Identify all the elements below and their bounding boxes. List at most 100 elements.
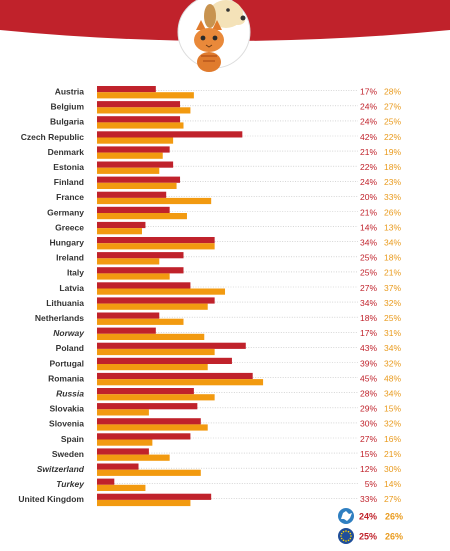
bar-series-1 — [97, 463, 139, 470]
chart-row: Sweden 15% 21% — [52, 448, 401, 461]
bar-series-1 — [97, 403, 198, 410]
data-label-series-2: 33% — [384, 192, 401, 202]
bar-series-2 — [97, 258, 160, 265]
category-label: Slovenia — [49, 419, 84, 429]
data-label-series-2: 37% — [384, 283, 401, 293]
summary-value-series-2: 26% — [385, 532, 403, 542]
summary-row: 24% 26% — [338, 508, 403, 524]
data-label-series-1: 17% — [360, 328, 377, 338]
bar-series-1 — [97, 221, 146, 229]
bar-series-1 — [97, 161, 174, 168]
chart-row: Hungary 34% 34% — [50, 237, 401, 250]
bar-series-2 — [97, 122, 184, 129]
chart-row: Norway 17% 31% — [53, 327, 401, 340]
category-label: Czech Republic — [21, 132, 85, 142]
data-label-series-2: 31% — [384, 328, 401, 338]
category-label: United Kingdom — [18, 494, 84, 504]
data-label-series-1: 39% — [360, 358, 377, 368]
dog-and-cat-icon — [177, 0, 251, 72]
data-label-series-1: 5% — [365, 479, 378, 489]
category-label: Austria — [55, 87, 85, 97]
data-label-series-2: 32% — [384, 419, 401, 429]
category-label: Estonia — [53, 162, 84, 172]
data-label-series-2: 23% — [384, 177, 401, 187]
chart-row: Germany 21% 26% — [47, 206, 401, 220]
chart-row: Belgium 24% 27% — [50, 101, 401, 114]
data-label-series-1: 45% — [360, 373, 377, 383]
bar-series-1 — [97, 357, 232, 364]
bar-series-1 — [97, 388, 194, 395]
data-label-series-1: 30% — [360, 419, 377, 429]
category-label: Hungary — [50, 238, 85, 248]
bar-series-1 — [97, 448, 149, 455]
chart-row: Turkey 5% 14% — [56, 478, 401, 491]
bar-series-2 — [97, 213, 187, 220]
bar-series-2 — [97, 182, 177, 189]
data-label-series-1: 24% — [360, 177, 377, 187]
bar-series-1 — [97, 252, 184, 259]
category-label: Poland — [56, 343, 84, 353]
chart-row: France 20% 33% — [56, 191, 401, 205]
bar-series-1 — [97, 312, 160, 319]
bar-series-2 — [97, 469, 201, 476]
data-label-series-1: 33% — [360, 494, 377, 504]
bar-series-1 — [97, 191, 167, 198]
bar-series-2 — [97, 364, 208, 371]
category-label: Spain — [61, 434, 84, 444]
bar-series-1 — [97, 101, 181, 108]
category-label: Germany — [47, 207, 84, 217]
data-label-series-1: 20% — [360, 192, 377, 202]
category-label: France — [56, 192, 84, 202]
chart-row: Romania 45% 48% — [48, 372, 401, 386]
chart-row: Austria 17% 28% — [55, 86, 401, 99]
bar-series-2 — [97, 484, 146, 491]
data-label-series-1: 12% — [360, 464, 377, 474]
data-label-series-2: 48% — [384, 373, 401, 383]
bar-series-2 — [97, 243, 215, 250]
data-label-series-2: 34% — [384, 343, 401, 353]
bar-series-1 — [97, 267, 184, 274]
data-label-series-1: 25% — [360, 268, 377, 278]
data-label-series-2: 27% — [384, 494, 401, 504]
bar-series-2 — [97, 197, 212, 205]
category-label: Ireland — [56, 253, 84, 263]
data-label-series-2: 34% — [384, 238, 401, 248]
bar-series-1 — [97, 327, 156, 334]
data-label-series-2: 21% — [384, 268, 401, 278]
chart-row: Lithuania 34% 32% — [46, 297, 401, 310]
category-label: Latvia — [59, 283, 84, 293]
data-label-series-2: 25% — [384, 117, 401, 127]
data-label-series-1: 22% — [360, 162, 377, 172]
data-label-series-1: 27% — [360, 283, 377, 293]
bar-series-2 — [97, 454, 170, 461]
data-label-series-2: 27% — [384, 102, 401, 112]
data-label-series-1: 21% — [360, 147, 377, 157]
bar-series-1 — [97, 478, 115, 485]
data-label-series-1: 43% — [360, 343, 377, 353]
bar-series-1 — [97, 131, 243, 138]
chart-row: Slovakia 29% 15% — [50, 403, 401, 416]
bar-series-2 — [97, 107, 191, 114]
bar-series-2 — [97, 273, 170, 280]
bar-series-2 — [97, 409, 149, 416]
data-label-series-1: 34% — [360, 238, 377, 248]
bar-series-1 — [97, 342, 246, 349]
data-label-series-2: 18% — [384, 162, 401, 172]
category-label: Lithuania — [46, 298, 84, 308]
category-label: Finland — [54, 177, 84, 187]
bar-series-2 — [97, 439, 153, 446]
data-label-series-1: 24% — [360, 117, 377, 127]
data-label-series-2: 32% — [384, 358, 401, 368]
data-label-series-2: 21% — [384, 449, 401, 459]
data-label-series-2: 32% — [384, 298, 401, 308]
data-label-series-2: 28% — [384, 87, 401, 97]
bar-series-2 — [97, 394, 215, 401]
data-label-series-1: 28% — [360, 389, 377, 399]
chart-row: Denmark 21% 19% — [48, 146, 401, 159]
chart-row: Poland 43% 34% — [56, 342, 401, 356]
bar-series-1 — [97, 372, 253, 380]
chart-row: Russia 28% 34% — [56, 388, 401, 401]
chart-row: Finland 24% 23% — [54, 176, 401, 189]
bar-series-2 — [97, 379, 264, 386]
